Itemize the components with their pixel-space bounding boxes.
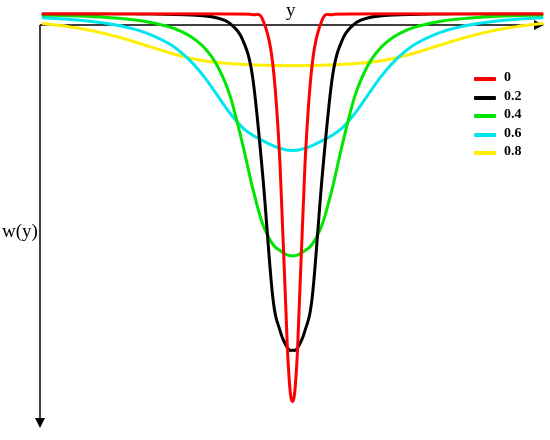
legend-swatch <box>474 132 496 137</box>
legend-label: 0.6 <box>504 125 522 141</box>
legend-item: 0.4 <box>474 107 544 126</box>
series-line-4 <box>41 22 544 68</box>
legend-item: 0.8 <box>474 144 544 163</box>
x-axis-label: y <box>286 0 296 21</box>
y-axis-label: w(y) <box>2 221 38 242</box>
legend-item: 0 <box>474 70 544 89</box>
legend: 0 0.2 0.4 0.6 0.8 <box>474 70 544 163</box>
series-line-2 <box>41 13 544 258</box>
legend-swatch <box>474 95 496 100</box>
legend-label: 0.4 <box>504 107 522 122</box>
series-line-3 <box>41 16 544 152</box>
series-line-0 <box>41 12 544 404</box>
legend-label: 0 <box>504 70 511 85</box>
series-layer <box>41 12 544 404</box>
legend-swatch <box>474 77 496 81</box>
legend-label: 0.8 <box>504 144 522 159</box>
legend-swatch <box>474 151 496 155</box>
legend-swatch <box>474 114 496 118</box>
legend-item: 0.2 <box>474 89 544 108</box>
legend-label: 0.2 <box>504 88 522 104</box>
legend-item: 0.6 <box>474 126 544 145</box>
